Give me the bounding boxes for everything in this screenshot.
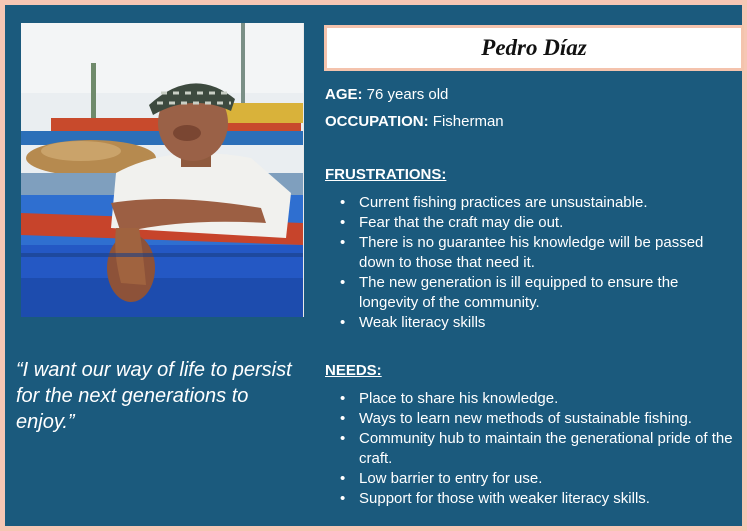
- persona-name: Pedro Díaz: [481, 35, 587, 60]
- list-item: Support for those with weaker literacy s…: [325, 489, 737, 509]
- occupation-value: Fisherman: [432, 113, 504, 130]
- frustrations-list: Current fishing practices are unsustaina…: [325, 193, 737, 333]
- frustrations-title: FRUSTRATIONS:: [325, 166, 447, 183]
- list-item: There is no guarantee his knowledge will…: [325, 233, 737, 273]
- persona-name-box: Pedro Díaz: [324, 25, 744, 71]
- list-item: Current fishing practices are unsustaina…: [325, 193, 737, 213]
- persona-photo: [21, 23, 304, 317]
- list-item: Weak literacy skills: [325, 313, 737, 333]
- list-item: Low barrier to entry for use.: [325, 469, 737, 489]
- age-value: 76 years old: [366, 86, 449, 103]
- persona-card: Pedro Díaz AGE: 76 years old OCCUPATION:…: [5, 5, 744, 526]
- occupation-label: OCCUPATION:: [325, 113, 429, 130]
- list-item: Place to share his knowledge.: [325, 389, 737, 409]
- persona-quote: “I want our way of life to persist for t…: [16, 359, 292, 433]
- needs-list: Place to share his knowledge. Ways to le…: [325, 389, 737, 509]
- needs-title: NEEDS:: [325, 362, 382, 379]
- occupation-row: OCCUPATION: Fisherman: [325, 113, 504, 130]
- age-label: AGE:: [325, 86, 363, 103]
- list-item: The new generation is ill equipped to en…: [325, 273, 737, 313]
- list-item: Fear that the craft may die out.: [325, 213, 737, 233]
- list-item: Ways to learn new methods of sustainable…: [325, 409, 737, 429]
- list-item: Community hub to maintain the generation…: [325, 429, 737, 469]
- age-row: AGE: 76 years old: [325, 86, 448, 103]
